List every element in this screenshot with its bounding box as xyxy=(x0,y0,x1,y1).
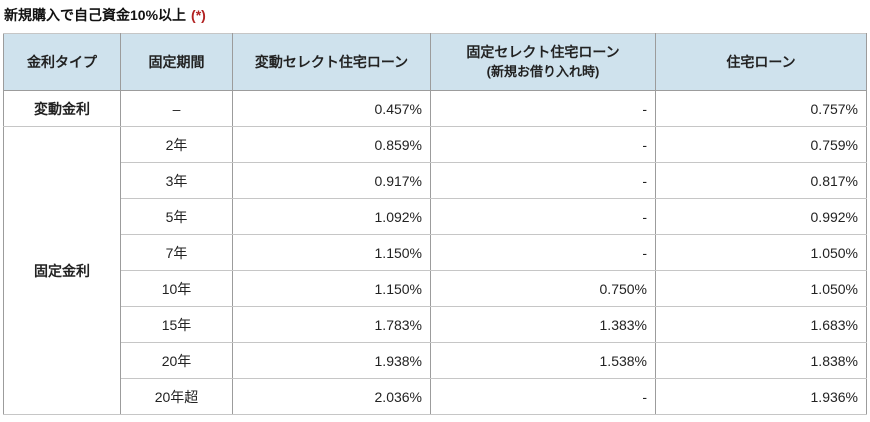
column-header-fixed-select-loan-sub: (新規お借り入れ時) xyxy=(486,64,600,79)
table-row-fixed-20y: 20年 1.938% 1.538% 1.838% xyxy=(4,342,867,379)
period-cell: 10年 xyxy=(120,270,233,307)
table-row-fixed-10y: 10年 1.150% 0.750% 1.050% xyxy=(4,270,867,307)
rate-cell-variable-select: 1.150% xyxy=(232,270,431,307)
header-row: 金利タイプ 固定期間 変動セレクト住宅ローン 固定セレクト住宅ローン (新規お借… xyxy=(3,33,867,91)
column-header-fixed-select-loan: 固定セレクト住宅ローン (新規お借り入れ時) xyxy=(430,33,656,91)
rate-cell-fixed-select: - xyxy=(430,126,656,163)
rate-cell-variable-select: 0.859% xyxy=(232,126,431,163)
rate-cell-variable-select: 1.092% xyxy=(232,198,431,235)
rate-cell-fixed-select: 1.383% xyxy=(430,306,656,343)
column-header-variable-select-loan: 変動セレクト住宅ローン xyxy=(232,33,431,91)
table-row-variable: 変動金利 – 0.457% - 0.757% xyxy=(3,90,867,127)
page-title-text: 新規購入で自己資金10%以上 xyxy=(4,7,187,23)
rate-cell-fixed-select: - xyxy=(430,90,656,127)
rate-type-cell-variable: 変動金利 xyxy=(3,90,121,127)
loan-rates-table: 金利タイプ 固定期間 変動セレクト住宅ローン 固定セレクト住宅ローン (新規お借… xyxy=(3,33,867,415)
table-row-fixed-15y: 15年 1.783% 1.383% 1.683% xyxy=(4,306,867,343)
period-cell: 20年超 xyxy=(120,378,233,415)
rate-cell-variable-select: 0.917% xyxy=(232,162,431,199)
page-title: 新規購入で自己資金10%以上 (*) xyxy=(4,6,867,24)
period-cell: 5年 xyxy=(120,198,233,235)
rate-cell-fixed-select: - xyxy=(430,162,656,199)
column-header-fixed-select-loan-main: 固定セレクト住宅ローン xyxy=(466,44,620,60)
rate-cell-variable-select: 0.457% xyxy=(232,90,431,127)
period-cell: 15年 xyxy=(120,306,233,343)
rate-cell-variable-select: 1.783% xyxy=(232,306,431,343)
rate-cell-home-loan: 1.838% xyxy=(655,342,867,379)
rate-cell-home-loan: 1.683% xyxy=(655,306,867,343)
rate-cell-home-loan: 1.050% xyxy=(655,234,867,271)
rate-cell-fixed-select: - xyxy=(430,198,656,235)
rate-type-cell-fixed: 固定金利 xyxy=(3,126,121,415)
rate-cell-fixed-select: 1.538% xyxy=(430,342,656,379)
table-row-fixed-7y: 7年 1.150% - 1.050% xyxy=(4,234,867,271)
table-row-fixed-2y: 固定金利 2年 0.859% - 0.759% xyxy=(3,126,867,415)
rate-cell-home-loan: 1.050% xyxy=(655,270,867,307)
rate-cell-fixed-select: 0.750% xyxy=(430,270,656,307)
period-cell: 2年 xyxy=(120,126,233,163)
rate-cell-home-loan: 0.817% xyxy=(655,162,867,199)
table-row-fixed-over20y: 20年超 2.036% - 1.936% xyxy=(4,378,867,415)
rate-cell-home-loan: 0.759% xyxy=(655,126,867,163)
column-header-rate-type: 金利タイプ xyxy=(3,33,121,91)
period-cell: 20年 xyxy=(120,342,233,379)
column-header-fixed-period: 固定期間 xyxy=(120,33,233,91)
period-cell: 3年 xyxy=(120,162,233,199)
table-row-fixed-5y: 5年 1.092% - 0.992% xyxy=(4,198,867,235)
column-header-home-loan: 住宅ローン xyxy=(655,33,867,91)
rate-cell-variable-select: 2.036% xyxy=(232,378,431,415)
period-cell: – xyxy=(120,90,233,127)
rate-cell-home-loan: 0.992% xyxy=(655,198,867,235)
table-row-fixed-3y: 3年 0.917% - 0.817% xyxy=(4,162,867,199)
rate-cell-variable-select: 1.938% xyxy=(232,342,431,379)
rate-cell-home-loan: 1.936% xyxy=(655,378,867,415)
title-asterisk-note: (*) xyxy=(191,7,206,23)
rate-cell-fixed-select: - xyxy=(430,378,656,415)
period-cell: 7年 xyxy=(120,234,233,271)
rate-cell-fixed-select: - xyxy=(430,234,656,271)
rate-cell-home-loan: 0.757% xyxy=(655,90,867,127)
rate-cell-variable-select: 1.150% xyxy=(232,234,431,271)
